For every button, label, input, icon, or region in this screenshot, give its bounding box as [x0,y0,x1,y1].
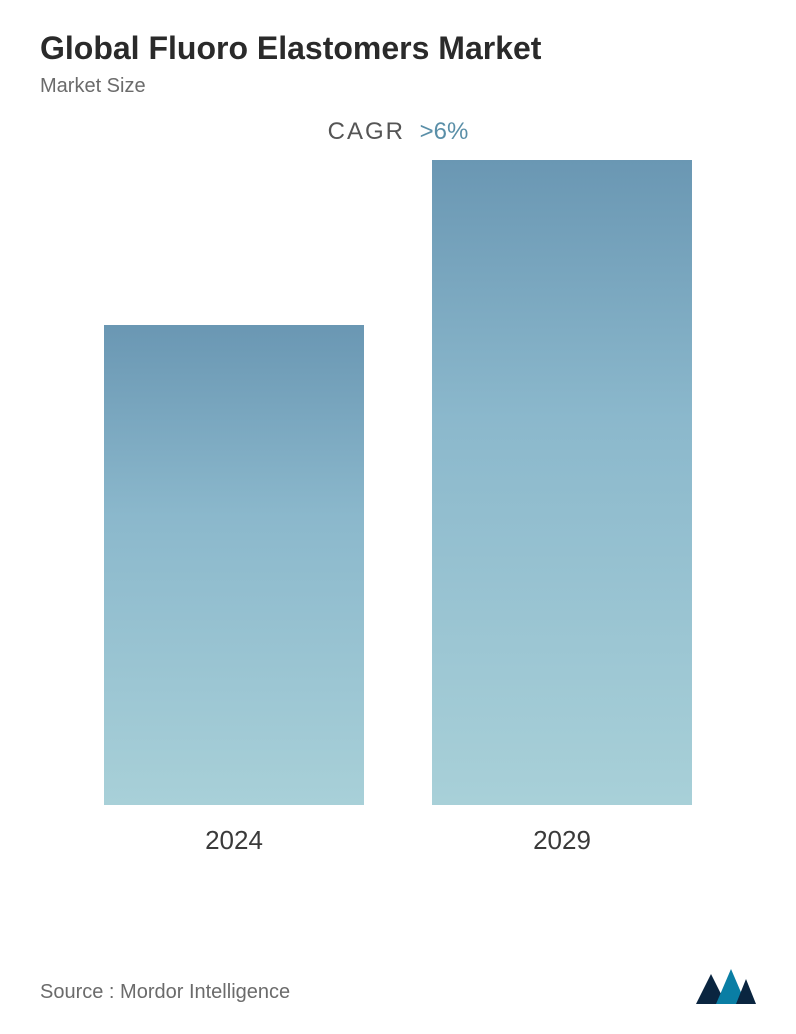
footer: Source : Mordor Intelligence [40,964,756,1004]
cagr-label: CAGR [328,118,405,145]
cagr-value: >6% [420,118,469,145]
bar-label: 2024 [205,825,263,856]
page-subtitle: Market Size [40,75,756,98]
bar-container: 2024 [104,325,364,856]
source-text: Source : Mordor Intelligence [40,981,290,1004]
bar-container: 2029 [432,160,692,856]
cagr-row: CAGR >6% [40,118,756,146]
bar-2029 [432,160,692,805]
page-title: Global Fluoro Elastomers Market [40,30,756,67]
bar-chart: 2024 2029 [40,206,756,856]
bar-2024 [104,325,364,805]
brand-logo-icon [696,964,756,1004]
bar-label: 2029 [533,825,591,856]
